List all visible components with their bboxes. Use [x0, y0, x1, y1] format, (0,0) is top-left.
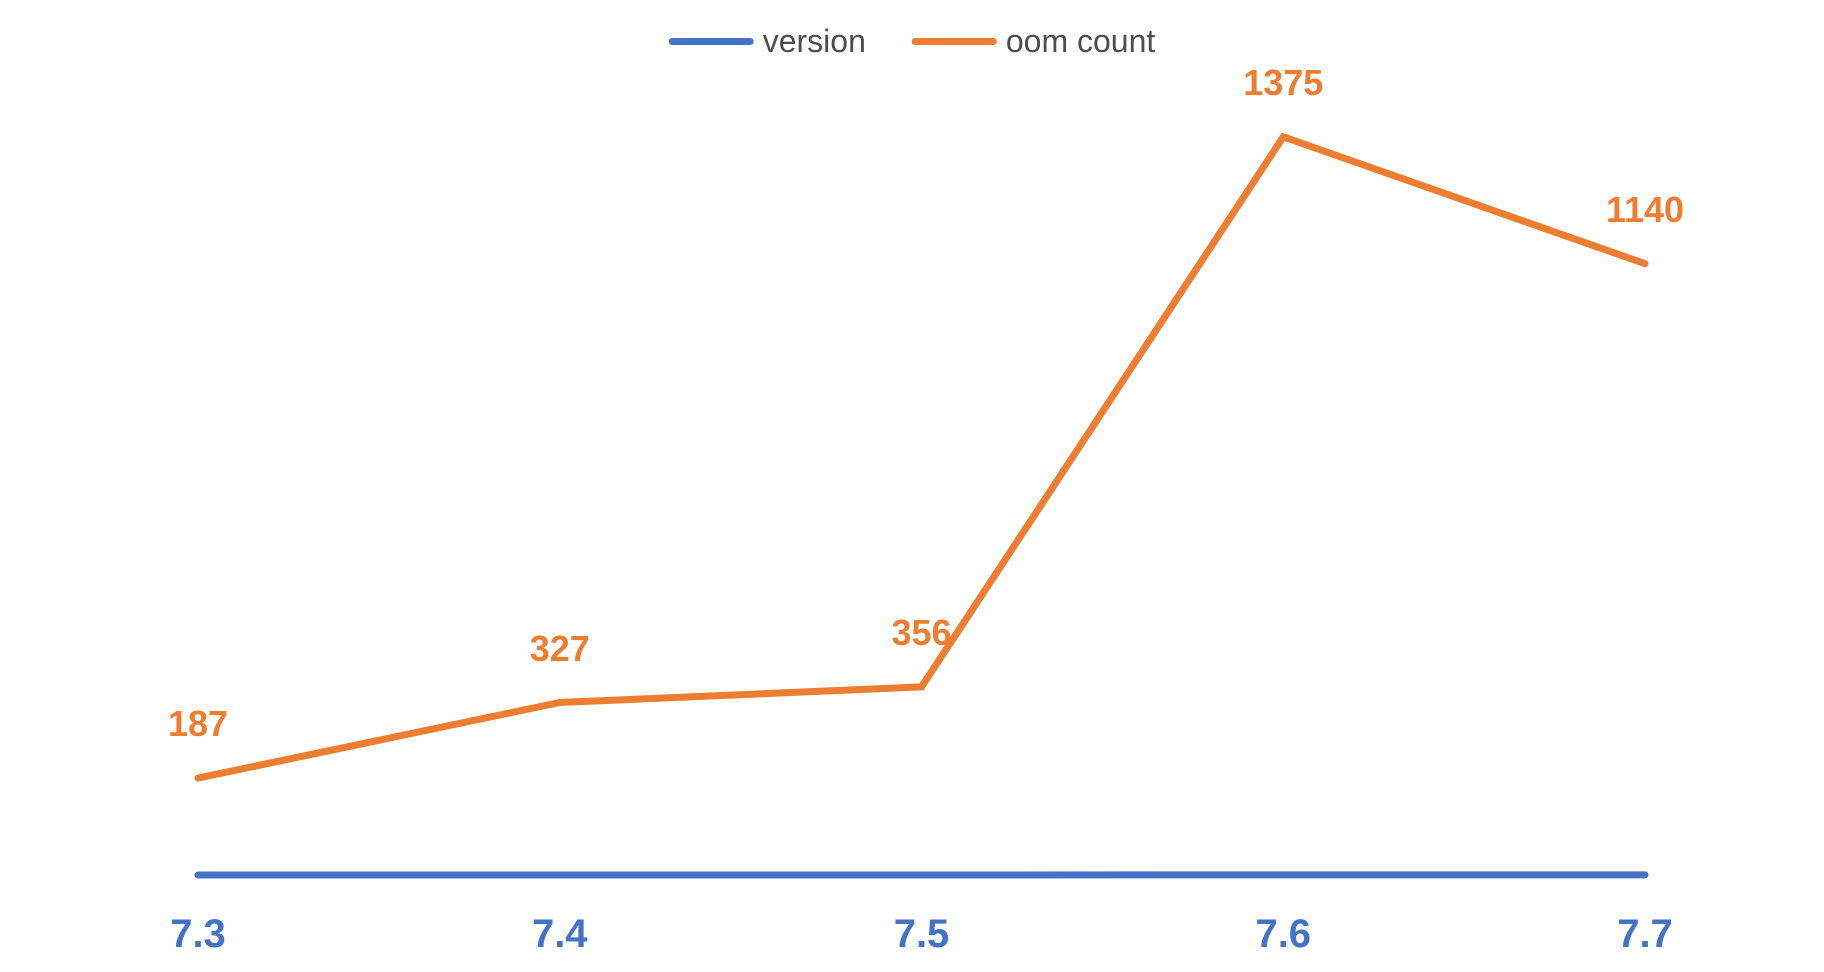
data-label-oom-count-7.5: 356 [891, 611, 952, 653]
data-label-oom-count-7.7: 1140 [1605, 188, 1685, 230]
legend-label-oom-count: oom count [1005, 23, 1156, 59]
series-line-oom-count[interactable] [194, 132, 1649, 782]
legend-swatch-oom-count-icon [911, 38, 997, 46]
legend-swatch-version-icon [668, 38, 754, 46]
data-label-version-7.5: 7.5 [893, 911, 950, 956]
legend-label-version: version [762, 23, 866, 59]
data-label-version-7.4: 7.4 [531, 912, 588, 956]
data-label-oom-count-7.3: 187 [167, 703, 229, 745]
legend-item-version[interactable]: version [668, 23, 866, 59]
legend-item-oom-count[interactable]: oom count [911, 23, 1156, 59]
data-label-version-7.3: 7.3 [170, 912, 226, 957]
data-label-version-7.6: 7.6 [1255, 911, 1312, 956]
data-label-oom-count-7.6: 1375 [1243, 61, 1324, 103]
data-label-oom-count-7.4: 327 [529, 627, 590, 669]
chart-legend: version oom count [668, 23, 1156, 59]
data-label-version-7.7: 7.7 [1617, 911, 1673, 956]
